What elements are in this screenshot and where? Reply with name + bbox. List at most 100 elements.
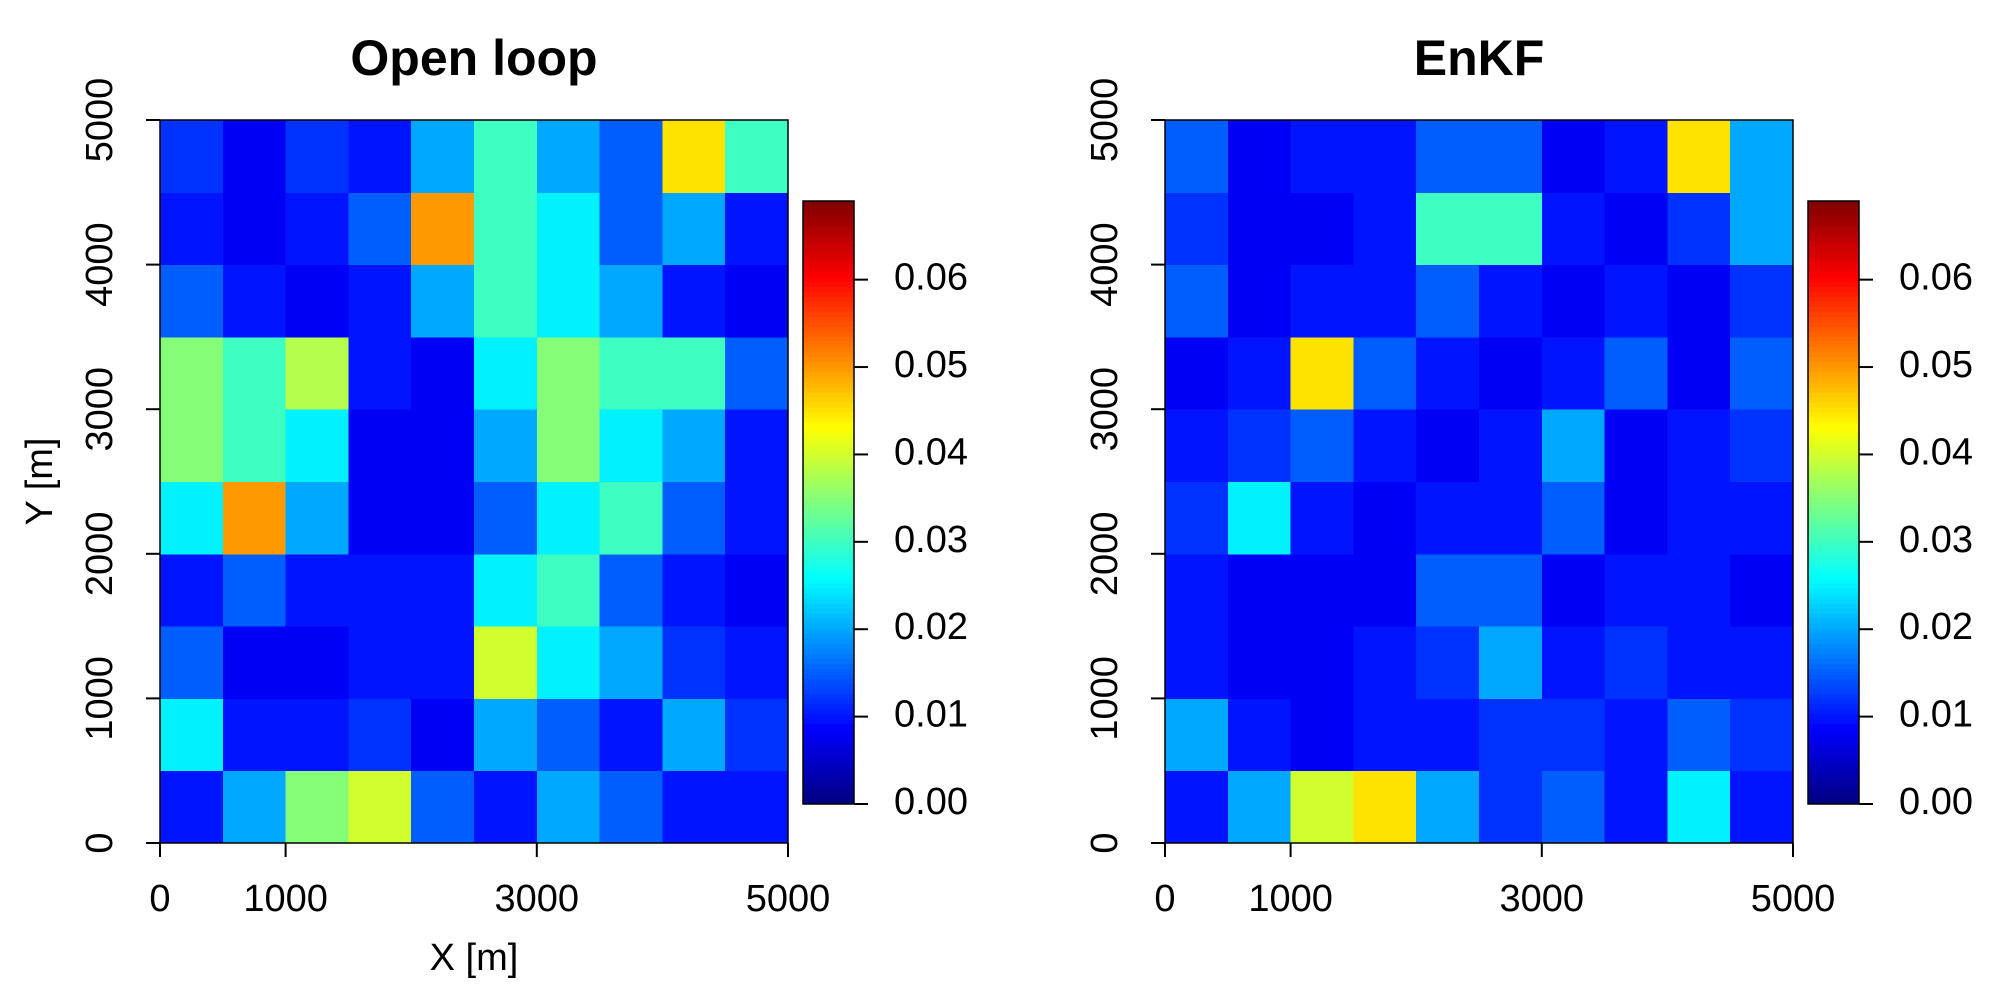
colorbar-segment: [803, 603, 854, 609]
colorbar-segment: [1808, 557, 1859, 564]
colorbar-segment: [1808, 663, 1859, 669]
heat-cell: [474, 698, 538, 772]
heat-cell: [1290, 264, 1354, 338]
heat-cell: [1290, 120, 1354, 193]
heat-cell: [222, 481, 287, 555]
colorbar-segment: [1808, 326, 1859, 333]
heat-cell: [662, 192, 726, 266]
colorbar-tick-label: 0.02: [1899, 606, 1973, 648]
colorbar-segment: [803, 422, 854, 428]
colorbar-segment: [803, 552, 854, 559]
colorbar-frame: [802, 200, 855, 805]
colorbar-segment: [1808, 311, 1859, 318]
colorbar-segment: [1808, 718, 1859, 725]
heat-cell: [1165, 192, 1229, 266]
heat-cell: [1290, 481, 1354, 555]
heat-cell: [1290, 192, 1354, 266]
colorbar-segment: [1808, 447, 1859, 453]
heat-cell: [474, 409, 538, 482]
colorbar-segment: [1808, 452, 1859, 458]
colorbar-segment: [1808, 427, 1859, 433]
heat-cell: [1604, 409, 1668, 482]
colorbar-segment: [803, 226, 854, 232]
heat-cell: [1227, 553, 1292, 627]
heat-cell: [1604, 336, 1668, 410]
heat-cell: [725, 553, 789, 627]
heat-cell: [1604, 770, 1668, 844]
colorbar-segment: [803, 723, 854, 730]
heat-cell: [1604, 626, 1668, 699]
heat-cell: [599, 770, 663, 844]
heat-cell: [222, 626, 287, 699]
heat-cell: [599, 409, 663, 482]
heat-cell: [160, 409, 224, 482]
heat-cell: [1479, 120, 1543, 193]
heat-cell: [725, 481, 789, 555]
colorbar-segment: [803, 507, 854, 514]
colorbar-segment: [803, 567, 854, 574]
heat-cell: [348, 192, 412, 266]
y-tick-label: 5000: [1084, 78, 1126, 163]
heat-cell: [1541, 626, 1606, 699]
colorbar-segment: [803, 512, 854, 519]
colorbar-segment: [803, 437, 854, 443]
heat-cell: [1353, 626, 1417, 699]
colorbar-segment: [1808, 683, 1859, 689]
colorbar-segment: [803, 361, 854, 368]
heat-cell: [1730, 770, 1794, 844]
colorbar-segment: [1808, 527, 1859, 534]
heat-cell: [285, 553, 349, 627]
heat-cell: [285, 626, 349, 699]
colorbar-segment: [803, 487, 854, 493]
colorbar-segment: [1808, 492, 1859, 498]
colorbar-segment: [803, 271, 854, 277]
colorbar-segment: [1808, 381, 1859, 388]
colorbar-segment: [803, 582, 854, 589]
colorbar-tick-label: 0.00: [894, 781, 968, 823]
colorbar-segment: [1808, 331, 1859, 338]
colorbar-segment: [803, 467, 854, 473]
colorbar-segment: [803, 266, 854, 272]
colorbar-segment: [1808, 276, 1859, 282]
colorbar-segment: [1808, 592, 1859, 599]
heat-cell: [285, 698, 349, 772]
colorbar-segment: [803, 241, 854, 247]
heat-cell: [1730, 553, 1794, 627]
heat-cell: [1541, 409, 1606, 482]
heat-cell: [536, 698, 601, 772]
heat-cell: [1730, 481, 1794, 555]
colorbar-segment: [1808, 608, 1859, 614]
colorbar-segment: [803, 793, 854, 800]
colorbar-segment: [803, 517, 854, 524]
colorbar-segment: [803, 492, 854, 498]
heat-cell: [1667, 336, 1731, 410]
heat-cell: [1667, 698, 1731, 772]
heat-cell: [348, 553, 412, 627]
heat-cell: [536, 481, 601, 555]
y-tick-label: 4000: [1084, 222, 1126, 307]
heat-cell: [1353, 553, 1417, 627]
colorbar-segment: [803, 668, 854, 674]
heat-cell: [1667, 192, 1731, 266]
heat-cell: [1604, 192, 1668, 266]
heat-cell: [1416, 409, 1480, 482]
heat-cell: [1290, 409, 1354, 482]
heat-cell: [1730, 409, 1794, 482]
heat-cell: [1353, 336, 1417, 410]
colorbar-tick-label: 0.05: [894, 344, 968, 386]
colorbar-segment: [803, 542, 854, 549]
heat-cell: [285, 336, 349, 410]
heat-cell: [1667, 553, 1731, 627]
heat-cell: [474, 120, 538, 193]
colorbar-segment: [803, 562, 854, 569]
heat-cell: [536, 264, 601, 338]
colorbar-segment: [803, 547, 854, 554]
heat-cell: [599, 336, 663, 410]
colorbar-segment: [1808, 346, 1859, 353]
heat-cell: [662, 409, 726, 482]
heat-cell: [474, 553, 538, 627]
colorbar-segment: [803, 643, 854, 649]
x-tick-label: 1000: [243, 878, 328, 920]
colorbar-segment: [803, 326, 854, 333]
heat-cell: [1227, 336, 1292, 410]
